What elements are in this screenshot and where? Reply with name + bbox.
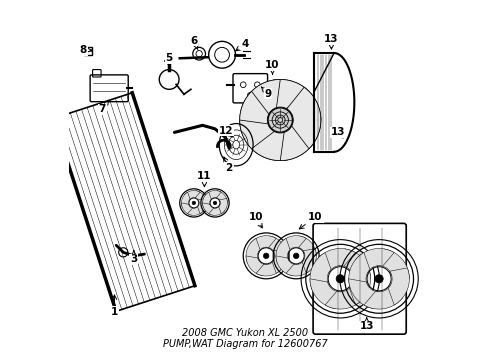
Polygon shape	[287, 87, 321, 149]
Polygon shape	[276, 256, 297, 276]
Polygon shape	[202, 203, 216, 215]
Polygon shape	[274, 80, 321, 120]
Circle shape	[294, 253, 299, 258]
Polygon shape	[349, 268, 370, 305]
Polygon shape	[194, 191, 206, 203]
Polygon shape	[339, 249, 370, 279]
Polygon shape	[240, 80, 280, 126]
Polygon shape	[378, 249, 409, 279]
Polygon shape	[251, 127, 313, 161]
Polygon shape	[388, 268, 409, 305]
Text: 13: 13	[360, 318, 374, 332]
Text: 7: 7	[98, 100, 109, 114]
Text: 10: 10	[299, 212, 323, 229]
Polygon shape	[349, 252, 370, 290]
Polygon shape	[302, 249, 317, 273]
Polygon shape	[209, 205, 224, 215]
Text: 4: 4	[236, 39, 249, 51]
Polygon shape	[310, 252, 331, 290]
Polygon shape	[266, 236, 286, 256]
Polygon shape	[280, 114, 321, 161]
Polygon shape	[286, 260, 312, 276]
Polygon shape	[215, 191, 227, 203]
Polygon shape	[272, 249, 286, 273]
Text: 8: 8	[80, 45, 92, 55]
Text: 5: 5	[166, 53, 173, 67]
Polygon shape	[256, 260, 282, 276]
Polygon shape	[197, 198, 206, 214]
Text: 2008 GMC Yukon XL 2500
PUMP,WAT Diagram for 12600767: 2008 GMC Yukon XL 2500 PUMP,WAT Diagram …	[163, 328, 327, 349]
Polygon shape	[205, 190, 221, 201]
Polygon shape	[325, 284, 364, 309]
Text: 13: 13	[324, 34, 339, 49]
Circle shape	[192, 201, 196, 204]
Polygon shape	[188, 205, 203, 215]
Polygon shape	[364, 284, 403, 309]
Polygon shape	[181, 203, 195, 215]
Text: 12: 12	[219, 126, 233, 137]
Polygon shape	[184, 190, 200, 201]
Text: 10: 10	[265, 60, 280, 74]
Polygon shape	[310, 279, 342, 309]
Circle shape	[213, 201, 217, 204]
Polygon shape	[246, 256, 267, 276]
Text: 9: 9	[262, 87, 271, 99]
Polygon shape	[349, 279, 380, 309]
FancyBboxPatch shape	[84, 48, 92, 55]
Circle shape	[264, 253, 269, 258]
Polygon shape	[247, 80, 309, 113]
Polygon shape	[356, 248, 394, 273]
Polygon shape	[246, 238, 260, 263]
Text: 3: 3	[130, 251, 138, 264]
Text: 1: 1	[111, 295, 118, 317]
Polygon shape	[317, 248, 355, 273]
Text: 13: 13	[331, 127, 346, 138]
Text: 11: 11	[197, 171, 212, 187]
Text: 6: 6	[190, 36, 198, 49]
Text: 2: 2	[224, 157, 233, 173]
Polygon shape	[295, 236, 317, 256]
Circle shape	[336, 275, 344, 283]
Polygon shape	[240, 91, 274, 153]
Polygon shape	[181, 192, 190, 207]
Text: 10: 10	[248, 212, 263, 228]
Polygon shape	[250, 236, 276, 252]
Polygon shape	[219, 198, 227, 214]
Circle shape	[375, 275, 383, 283]
Polygon shape	[280, 236, 306, 252]
Polygon shape	[240, 120, 287, 161]
Polygon shape	[202, 192, 211, 207]
Circle shape	[268, 108, 293, 132]
Circle shape	[119, 248, 128, 257]
Polygon shape	[276, 238, 290, 263]
